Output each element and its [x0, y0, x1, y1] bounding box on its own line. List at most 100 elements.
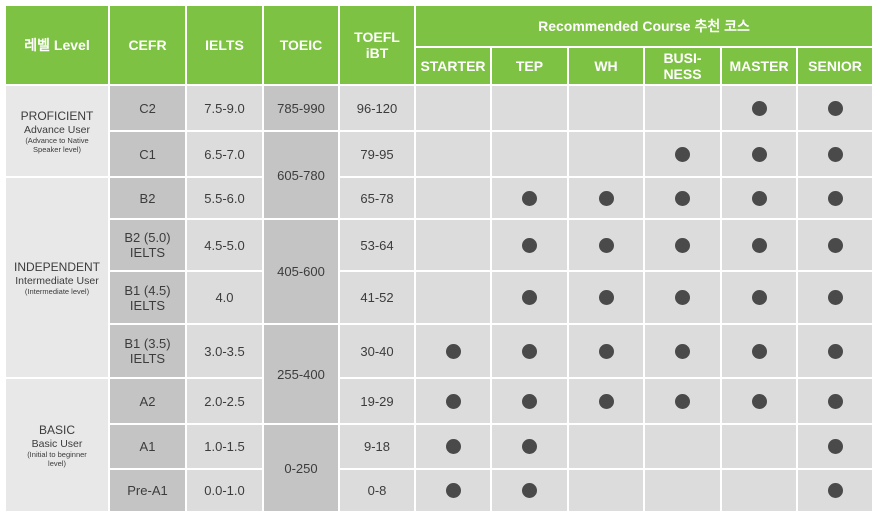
course-cell	[798, 272, 872, 323]
course-cell	[722, 220, 796, 270]
course-cell	[569, 425, 643, 468]
course-cell	[569, 325, 643, 377]
toefl-cell: 79-95	[340, 132, 414, 176]
course-cell	[722, 132, 796, 176]
level-subtitle: Advance User	[24, 123, 90, 136]
recommended-dot-icon	[522, 237, 537, 253]
recommended-dot-icon	[675, 343, 690, 359]
course-cell	[645, 220, 720, 270]
cefr-value: A2	[139, 393, 156, 409]
course-cell	[645, 425, 720, 468]
recommended-dot-icon	[522, 393, 537, 409]
toeic-cell: 785-990	[264, 86, 338, 130]
course-name-line1: TEP	[515, 58, 544, 74]
recommended-dot-icon	[827, 393, 843, 409]
recommended-dot-icon	[827, 483, 843, 498]
header-toefl-line1: TOEFL	[354, 29, 400, 45]
level-name: PROFICIENT	[20, 108, 94, 123]
ielts-value: 6.5-7.0	[204, 146, 245, 162]
course-cell	[798, 325, 872, 377]
recommended-dot-icon	[598, 393, 614, 409]
header-course-5: SENIOR	[798, 48, 872, 84]
course-cell	[569, 86, 643, 130]
level-subtitle: Intermediate User	[15, 274, 99, 287]
ielts-value: 2.0-2.5	[204, 393, 245, 409]
recommended-dot-icon	[522, 190, 537, 206]
course-cell	[722, 325, 796, 377]
cefr-value: C1	[139, 146, 156, 162]
ielts-cell: 3.0-3.5	[187, 325, 262, 377]
recommended-dot-icon	[751, 290, 767, 305]
level-note: (Initial to beginner	[27, 449, 87, 459]
level-subtitle: Basic User	[31, 437, 83, 450]
toefl-cell: 65-78	[340, 178, 414, 218]
cefr-value: B2	[139, 190, 156, 206]
course-cell	[492, 86, 567, 130]
recommended-dot-icon	[827, 146, 843, 162]
ielts-value: 0.0-1.0	[204, 483, 245, 498]
course-cell	[416, 470, 490, 511]
cefr-value: B1 (3.5)	[124, 336, 171, 351]
cefr-cell: B1 (3.5) IELTS	[110, 325, 185, 377]
ielts-cell: 0.0-1.0	[187, 470, 262, 511]
recommended-dot-icon	[675, 290, 690, 305]
toeic-cell: 405-600	[264, 220, 338, 323]
toefl-value: 79-95	[360, 146, 394, 162]
header-level-label: 레벨 Level	[24, 37, 90, 53]
header-recommended-course: Recommended Course 추천 코스	[416, 6, 872, 46]
recommended-dot-icon	[827, 190, 843, 206]
ielts-cell: 4.0	[187, 272, 262, 323]
ielts-value: 7.5-9.0	[204, 100, 245, 116]
course-cell	[645, 178, 720, 218]
toeic-value: 405-600	[277, 264, 325, 279]
header-ielts-label: IELTS	[205, 37, 244, 53]
course-cell	[798, 132, 872, 176]
toefl-value: 9-18	[363, 439, 391, 454]
level-note: (Advance to Native	[25, 135, 89, 145]
recommended-dot-icon	[675, 190, 690, 206]
course-name-line1: SENIOR	[808, 58, 862, 74]
recommended-dot-icon	[445, 439, 461, 454]
header-course-4: MASTER	[722, 48, 796, 84]
course-cell	[416, 178, 490, 218]
course-cell	[492, 178, 567, 218]
course-cell	[722, 379, 796, 423]
recommended-dot-icon	[598, 343, 614, 359]
recommended-dot-icon	[445, 393, 461, 409]
level-name: BASIC	[38, 422, 75, 437]
course-cell	[416, 379, 490, 423]
header-toeic: TOEIC	[264, 6, 338, 84]
toefl-value: 96-120	[356, 100, 398, 116]
header-cefr-label: CEFR	[128, 37, 167, 53]
ielts-cell: 4.5-5.0	[187, 220, 262, 270]
cefr-value: C2	[139, 100, 156, 116]
toefl-cell: 41-52	[340, 272, 414, 323]
recommended-dot-icon	[751, 237, 767, 253]
toeic-value: 255-400	[277, 366, 325, 382]
toefl-value: 41-52	[360, 290, 394, 305]
cefr-cell: B1 (4.5) IELTS	[110, 272, 185, 323]
course-cell	[416, 86, 490, 130]
header-toeic-label: TOEIC	[279, 37, 323, 53]
recommended-dot-icon	[827, 237, 843, 253]
course-name-line1: BUSI-	[663, 50, 702, 66]
course-cell	[569, 272, 643, 323]
course-cell	[645, 272, 720, 323]
ielts-cell: 2.0-2.5	[187, 379, 262, 423]
cefr-cell: C1	[110, 132, 185, 176]
course-cell	[569, 132, 643, 176]
recommended-dot-icon	[598, 190, 614, 206]
course-cell	[722, 272, 796, 323]
level-cell-0: PROFICIENT Advance User (Advance to Native…	[6, 86, 108, 176]
course-cell	[798, 379, 872, 423]
recommended-dot-icon	[827, 100, 843, 116]
cefr-cell: A2	[110, 379, 185, 423]
cefr-ielts-note: IELTS	[129, 245, 166, 260]
ielts-cell: 1.0-1.5	[187, 425, 262, 468]
course-cell	[722, 470, 796, 511]
recommended-dot-icon	[522, 483, 537, 498]
level-name: INDEPENDENT	[13, 259, 100, 274]
recommended-dot-icon	[827, 439, 843, 454]
header-toefl: TOEFL iBT	[340, 6, 414, 84]
course-cell	[416, 272, 490, 323]
